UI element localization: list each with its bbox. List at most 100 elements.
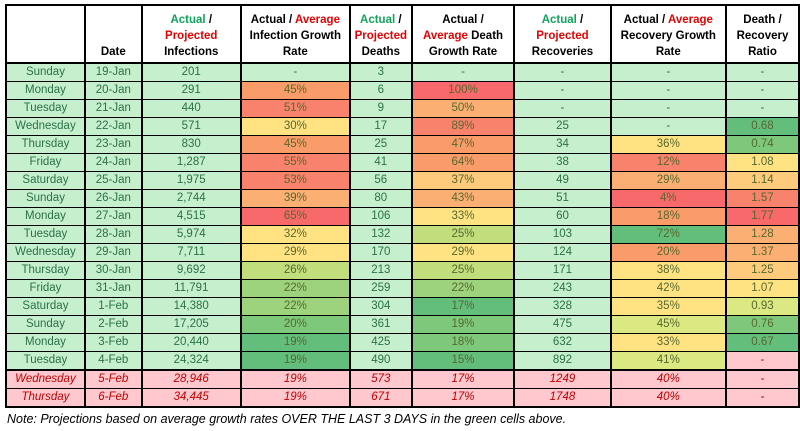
recoveries-cell: 328 xyxy=(513,297,612,316)
recovery-growth-cell: 42% xyxy=(609,279,727,298)
recoveries-cell: 51 xyxy=(513,189,612,208)
table-row: Tuesday 4-Feb 24,324 19% 490 15% 892 41% - xyxy=(5,351,800,371)
header-text: Actual / xyxy=(442,14,484,26)
header-text: Average xyxy=(295,14,340,26)
death-growth-cell: - xyxy=(410,62,516,82)
date-cell: 5-Feb xyxy=(83,369,143,389)
data-table: Date Actual / Projected Infections Actual / … xyxy=(5,4,800,408)
header-text: Rate xyxy=(282,46,308,58)
header-text: Average xyxy=(422,30,468,42)
table-row: Monday 27-Jan 4,515 65% 106 33% 60 18% 1.77 xyxy=(5,207,800,226)
day-cell: Thursday xyxy=(5,261,86,280)
table-header: Date Actual / Projected Infections Actual / … xyxy=(5,4,800,64)
recoveries-cell: - xyxy=(513,99,612,118)
death-growth-cell: 89% xyxy=(410,117,516,136)
table-row: Thursday 23-Jan 830 45% 25 47% 34 36% 0.74 xyxy=(5,135,800,154)
header-text: Projected xyxy=(354,30,408,42)
table-body: Sunday 19-Jan 201-3- - - - Monday 20-Jan 291 45% 6… xyxy=(5,62,800,408)
infection-growth-cell: 19% xyxy=(239,369,351,389)
recovery-growth-cell: 33% xyxy=(609,333,727,352)
ratio-cell: 0.67 xyxy=(724,333,800,352)
table-row: Tuesday 28-Jan 5,974 32% 132 25% 103 72% 1.28 xyxy=(5,225,800,244)
day-cell: Wednesday xyxy=(5,369,86,389)
date-cell: 29-Jan xyxy=(83,243,143,262)
recovery-growth-cell: 72% xyxy=(609,225,727,244)
infections-cell: 17,205 xyxy=(140,315,242,334)
day-cell: Thursday xyxy=(5,135,86,154)
infection-growth-cell: 53% xyxy=(239,171,351,190)
infections-cell: 5,974 xyxy=(140,225,242,244)
day-cell: Wednesday xyxy=(5,243,86,262)
date-cell: 19-Jan xyxy=(83,62,143,82)
header-text: Actual xyxy=(541,14,577,26)
infection-growth-cell: 32% xyxy=(239,225,351,244)
ratio-cell: - xyxy=(724,388,800,408)
ratio-cell: 1.14 xyxy=(724,171,800,190)
header-text: Growth Rate xyxy=(428,46,498,58)
infection-growth-cell: 45% xyxy=(239,81,351,100)
ratio-cell: 0.76 xyxy=(724,315,800,334)
date-cell: 3-Feb xyxy=(83,333,143,352)
recovery-growth-cell: - xyxy=(609,81,727,100)
recoveries-cell: - xyxy=(513,62,612,82)
infections-cell: 24,324 xyxy=(140,351,242,371)
date-cell: 31-Jan xyxy=(83,279,143,298)
column-header-deaths: Actual / Projected Deaths xyxy=(348,4,413,64)
table-row: Sunday 26-Jan 2,744 39% 80 43% 51 4% 1.57 xyxy=(5,189,800,208)
header-text: / xyxy=(576,14,584,26)
deaths-cell: 9 xyxy=(348,99,413,118)
header-text: Recoveries xyxy=(531,46,594,58)
death-growth-cell: 37% xyxy=(410,171,516,190)
infection-growth-cell: 39% xyxy=(239,189,351,208)
death-growth-cell: 25% xyxy=(410,261,516,280)
recoveries-cell: 34 xyxy=(513,135,612,154)
recovery-growth-cell: 38% xyxy=(609,261,727,280)
header-text: Death / xyxy=(743,14,782,26)
infections-cell: 440 xyxy=(140,99,242,118)
date-cell: 22-Jan xyxy=(83,117,143,136)
infections-cell: 7,711 xyxy=(140,243,242,262)
death-growth-cell: 47% xyxy=(410,135,516,154)
column-header-day xyxy=(5,4,86,64)
date-cell: 27-Jan xyxy=(83,207,143,226)
recovery-growth-cell: 20% xyxy=(609,243,727,262)
header-text: Actual / xyxy=(250,14,296,26)
infections-cell: 9,692 xyxy=(140,261,242,280)
day-cell: Saturday xyxy=(5,297,86,316)
recovery-growth-cell: 4% xyxy=(609,189,727,208)
table-row: Monday 3-Feb 20,440 19% 425 18% 632 33% 0.67 xyxy=(5,333,800,352)
recoveries-cell: - xyxy=(513,81,612,100)
death-growth-cell: 43% xyxy=(410,189,516,208)
recoveries-cell: 1249 xyxy=(513,369,612,389)
ratio-cell: 0.93 xyxy=(724,297,800,316)
recovery-growth-cell: 41% xyxy=(609,351,727,371)
date-cell: 1-Feb xyxy=(83,297,143,316)
infection-growth-cell: - xyxy=(239,62,351,82)
infections-cell: 34,445 xyxy=(140,388,242,408)
deaths-cell: 132 xyxy=(348,225,413,244)
recovery-growth-cell: - xyxy=(609,62,727,82)
day-cell: Tuesday xyxy=(5,351,86,371)
infection-growth-cell: 65% xyxy=(239,207,351,226)
date-cell: 2-Feb xyxy=(83,315,143,334)
infection-growth-cell: 45% xyxy=(239,135,351,154)
deaths-cell: 304 xyxy=(348,297,413,316)
infection-growth-cell: 19% xyxy=(239,351,351,371)
infections-cell: 14,380 xyxy=(140,297,242,316)
death-growth-cell: 15% xyxy=(410,351,516,371)
column-header-ratio: Death / Recovery Ratio xyxy=(724,4,800,64)
infections-cell: 2,744 xyxy=(140,189,242,208)
infection-growth-cell: 29% xyxy=(239,243,351,262)
date-cell: 25-Jan xyxy=(83,171,143,190)
deaths-cell: 490 xyxy=(348,351,413,371)
ratio-cell: 1.08 xyxy=(724,153,800,172)
recoveries-cell: 25 xyxy=(513,117,612,136)
deaths-cell: 425 xyxy=(348,333,413,352)
date-cell: 24-Jan xyxy=(83,153,143,172)
recoveries-cell: 60 xyxy=(513,207,612,226)
recoveries-cell: 632 xyxy=(513,333,612,352)
deaths-cell: 6 xyxy=(348,81,413,100)
table-row: Wednesday 22-Jan 571 30% 17 89% 25-0.68 xyxy=(5,117,800,136)
column-header-recoveries: Actual / Projected Recoveries xyxy=(513,4,612,64)
